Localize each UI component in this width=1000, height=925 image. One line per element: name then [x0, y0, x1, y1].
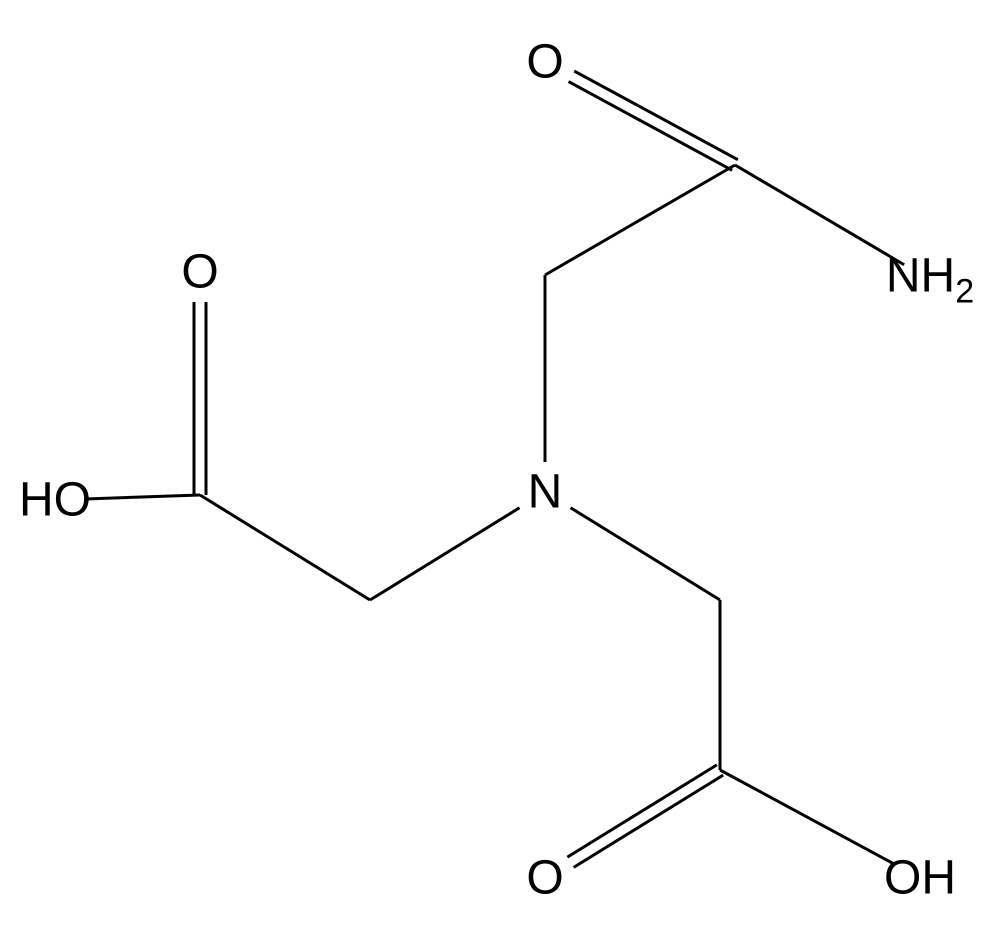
atom-o-top: O	[526, 35, 563, 90]
atom-nh2: NH2	[886, 249, 974, 312]
molecule-diagram	[0, 0, 1000, 925]
atom-oh-bottom: OH	[884, 851, 956, 906]
atom-o-left: O	[181, 245, 218, 300]
atom-ho-left: HO	[19, 473, 91, 528]
atom-o-bottom: O	[526, 851, 563, 906]
atom-n-center: N	[528, 465, 563, 520]
